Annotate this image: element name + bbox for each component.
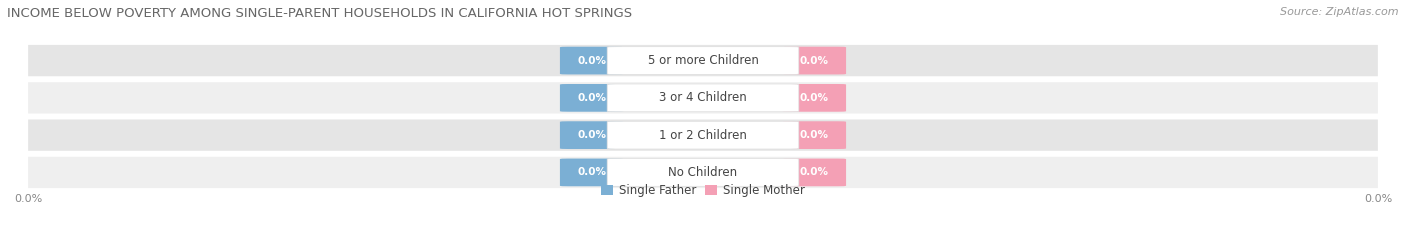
FancyBboxPatch shape <box>560 121 623 149</box>
FancyBboxPatch shape <box>607 47 799 75</box>
FancyBboxPatch shape <box>560 158 623 186</box>
Text: 0.0%: 0.0% <box>576 56 606 65</box>
Text: 0.0%: 0.0% <box>576 93 606 103</box>
Text: 0.0%: 0.0% <box>800 130 830 140</box>
FancyBboxPatch shape <box>28 120 1378 151</box>
Text: 3 or 4 Children: 3 or 4 Children <box>659 91 747 104</box>
Text: 5 or more Children: 5 or more Children <box>648 54 758 67</box>
FancyBboxPatch shape <box>560 47 623 75</box>
FancyBboxPatch shape <box>783 47 846 75</box>
FancyBboxPatch shape <box>783 121 846 149</box>
Text: 0.0%: 0.0% <box>800 168 830 177</box>
FancyBboxPatch shape <box>607 84 799 112</box>
FancyBboxPatch shape <box>28 82 1378 113</box>
FancyBboxPatch shape <box>28 157 1378 188</box>
Text: 0.0%: 0.0% <box>800 93 830 103</box>
Text: 0.0%: 0.0% <box>576 130 606 140</box>
Text: INCOME BELOW POVERTY AMONG SINGLE-PARENT HOUSEHOLDS IN CALIFORNIA HOT SPRINGS: INCOME BELOW POVERTY AMONG SINGLE-PARENT… <box>7 7 633 20</box>
Text: 1 or 2 Children: 1 or 2 Children <box>659 129 747 142</box>
Text: 0.0%: 0.0% <box>800 56 830 65</box>
Legend: Single Father, Single Mother: Single Father, Single Mother <box>600 184 806 197</box>
Text: No Children: No Children <box>668 166 738 179</box>
FancyBboxPatch shape <box>28 45 1378 76</box>
FancyBboxPatch shape <box>560 84 623 112</box>
Text: 0.0%: 0.0% <box>576 168 606 177</box>
FancyBboxPatch shape <box>607 158 799 186</box>
Text: Source: ZipAtlas.com: Source: ZipAtlas.com <box>1281 7 1399 17</box>
FancyBboxPatch shape <box>783 158 846 186</box>
FancyBboxPatch shape <box>607 121 799 149</box>
FancyBboxPatch shape <box>783 84 846 112</box>
